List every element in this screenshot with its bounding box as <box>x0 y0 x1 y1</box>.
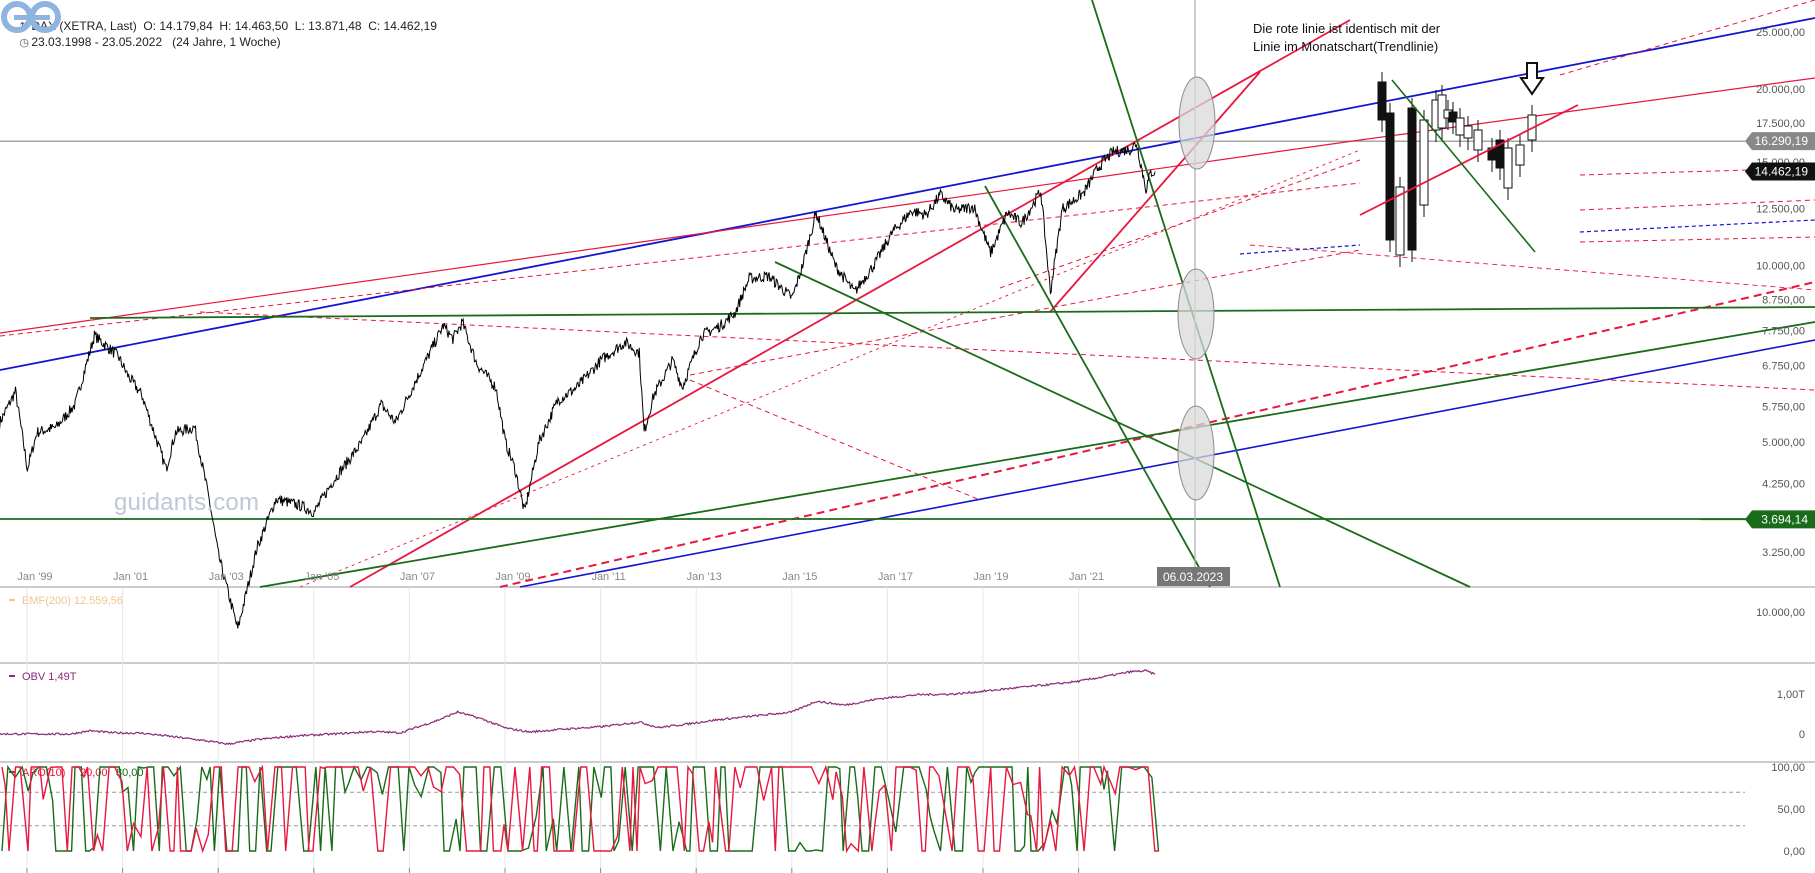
x-tick-label: Jan '15 <box>782 571 817 583</box>
trend-line <box>689 249 1361 376</box>
header-range-text: 23.03.1998 - 23.05.2022 (24 Jahre, 1 Woc… <box>31 35 281 49</box>
price-tag-label: 16.290,19 <box>1755 134 1809 148</box>
trend-line <box>774 261 1471 588</box>
inset-trend-line <box>1391 79 1536 253</box>
trend-line <box>1579 236 1815 243</box>
annotation-line-1: Die rote linie ist identisch mit der <box>1253 21 1441 36</box>
highlight-ellipse <box>1177 405 1215 501</box>
obv-legend-label: OBV 1,49T <box>22 671 77 683</box>
crosshair-date-label: 06.03.2023 <box>1163 570 1223 584</box>
highlight-ellipse <box>1177 268 1215 360</box>
clock-icon: ◷ <box>19 37 29 49</box>
inset-candle <box>1473 129 1483 151</box>
aroon-legend-down: 80,00 <box>116 767 144 779</box>
inset-candle <box>1463 125 1473 139</box>
y-tick-label: 6.750,00 <box>1762 361 1805 373</box>
x-tick-label: Jan '01 <box>113 571 148 583</box>
price-tag-label: 14.462,19 <box>1755 165 1809 179</box>
highlight-ellipse <box>1178 76 1216 170</box>
annotation-note: Die rote linie ist identisch mit der Lin… <box>1253 20 1440 56</box>
y-tick-label: 4.250,00 <box>1762 479 1805 491</box>
ema-legend-swatch <box>9 599 15 601</box>
trend-line <box>1239 244 1361 255</box>
trend-line <box>984 185 1211 588</box>
y-tick-label: 10.000,00 <box>1756 261 1805 273</box>
price-tag-label: 3.694,14 <box>1761 512 1808 526</box>
y-tick-label: 25.000,00 <box>1756 27 1805 39</box>
inset-candle <box>1377 81 1387 121</box>
trend-line <box>89 306 1815 319</box>
x-tick-label: Jan '13 <box>687 571 722 583</box>
y-tick-label: 20.000,00 <box>1756 84 1805 96</box>
trend-line <box>689 379 981 501</box>
trend-line <box>0 182 1361 337</box>
ema-y-tick: 10.000,00 <box>1756 607 1805 619</box>
trend-line <box>519 339 1815 588</box>
inset-trend-line <box>1359 104 1579 216</box>
x-tick-label: Jan '99 <box>17 571 52 583</box>
trend-line <box>0 139 1361 334</box>
aroon-up-line <box>1 764 1159 854</box>
x-tick-label: Jan '03 <box>209 571 244 583</box>
price-tag-box <box>1745 132 1815 151</box>
trend-line <box>1579 167 1815 176</box>
inset-candle <box>1385 112 1395 241</box>
trend-line <box>0 17 1815 371</box>
aroon-y-tick: 0,00 <box>1784 846 1805 858</box>
header-ohlc: ⇅ DAX (XETRA, Last) O: 14.179,84 H: 14.46… <box>6 5 437 47</box>
inset-candle <box>1419 119 1429 206</box>
aroon-y-tick: 50,00 <box>1777 804 1805 816</box>
inset-candle <box>1395 186 1405 256</box>
y-tick-label: 3.250,00 <box>1762 547 1805 559</box>
obv-legend-swatch <box>9 675 15 677</box>
y-tick-label: 17.500,00 <box>1756 118 1805 130</box>
trend-line <box>999 159 1361 289</box>
inset-candle <box>1503 147 1513 189</box>
obv-series-line <box>0 669 1156 746</box>
annotation-line-2: Linie im Monatschart(Trendlinie) <box>1253 39 1439 54</box>
x-tick-label: Jan '17 <box>878 571 913 583</box>
guidants-logo-icon <box>1 1 61 33</box>
obv-y-tick: 1,00T <box>1777 689 1805 701</box>
x-tick-label: Jan '11 <box>591 571 625 583</box>
trend-line <box>1579 199 1815 211</box>
y-tick-label: 8.750,00 <box>1762 295 1805 307</box>
trend-line <box>259 321 1815 588</box>
aroon-y-tick: 100,00 <box>1771 762 1805 774</box>
x-tick-label: Jan '09 <box>495 571 530 583</box>
watermark-logo-text: guidants.com <box>114 489 260 516</box>
obv-y-tick: 0 <box>1799 729 1805 741</box>
header-range: ◷ 23.03.1998 - 23.05.2022 (24 Jahre, 1 Wo… <box>6 21 281 63</box>
aroon-legend-name: ARO(10) <box>22 767 65 779</box>
x-tick-label: Jan '21 <box>1069 571 1104 583</box>
y-tick-label: 5.750,00 <box>1762 402 1805 414</box>
ema-legend-label: EMF(200) 12.559,56 <box>22 595 123 607</box>
price-series-line <box>0 142 1156 629</box>
trend-line <box>1579 219 1815 233</box>
trend-line <box>199 311 1815 391</box>
inset-candle <box>1448 111 1458 123</box>
x-tick-label: Jan '07 <box>400 571 435 583</box>
trend-line <box>1249 244 1815 291</box>
crosshair-date-box <box>1157 567 1230 586</box>
header-ohlc-text: DAX (XETRA, Last) O: 14.179,84 H: 14.463… <box>31 19 437 33</box>
trend-line <box>1049 71 1261 313</box>
y-tick-label: 5.000,00 <box>1762 437 1805 449</box>
trend-line <box>499 281 1815 588</box>
y-tick-label: 7.750,00 <box>1762 326 1805 338</box>
y-tick-label: 12.500,00 <box>1756 204 1805 216</box>
price-tag-box <box>1745 510 1815 529</box>
price-tag-box <box>1745 162 1815 181</box>
inset-candle <box>1455 117 1465 136</box>
x-tick-label: Jan '19 <box>973 571 1008 583</box>
inset-candle <box>1407 107 1417 251</box>
inset-candle <box>1515 144 1525 166</box>
x-tick-label: Jan '05 <box>304 571 339 583</box>
down-arrow-icon <box>1519 62 1545 96</box>
trend-line <box>299 149 1361 588</box>
